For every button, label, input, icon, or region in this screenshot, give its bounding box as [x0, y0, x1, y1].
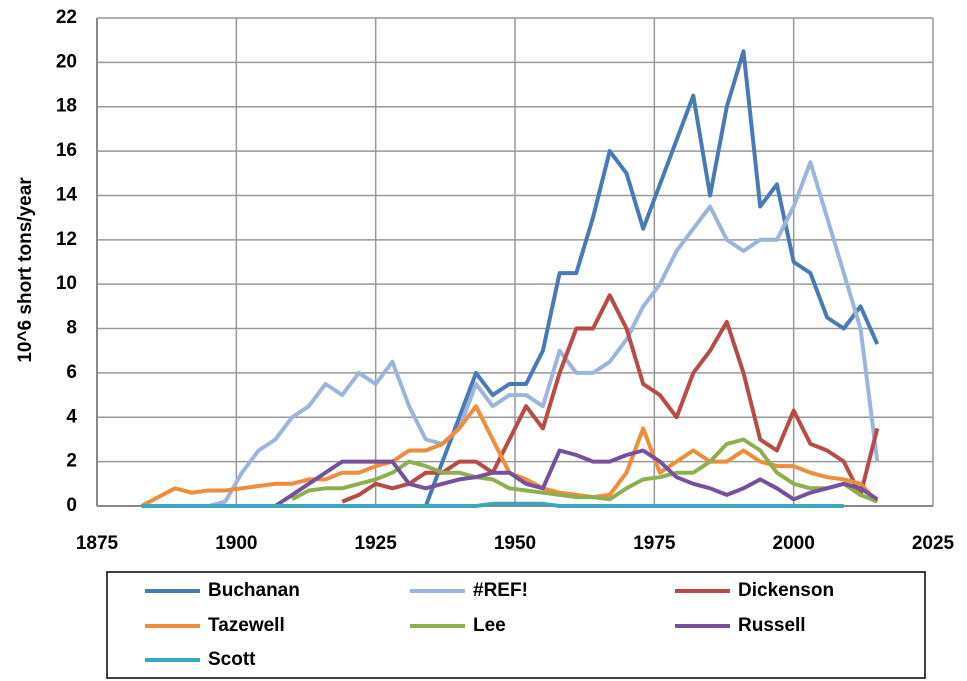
- legend-label: Lee: [473, 615, 506, 636]
- series-line: [141, 501, 844, 508]
- series-line: [341, 293, 880, 504]
- legend-label: Buchanan: [208, 580, 300, 601]
- legend-box: [106, 571, 926, 679]
- x-tick-label: 2000: [773, 533, 815, 554]
- y-tick-label: 12: [56, 229, 77, 250]
- y-tick-label: 4: [66, 406, 77, 427]
- y-tick-label: 16: [56, 140, 77, 161]
- y-tick-label: 14: [56, 184, 78, 205]
- y-tick-label: 6: [66, 362, 77, 383]
- legend-label: #REF!: [473, 580, 528, 601]
- x-tick-label: 1950: [494, 533, 536, 554]
- series-line: [291, 437, 879, 504]
- legend-label: Russell: [738, 615, 806, 636]
- x-tick-label: 1900: [215, 533, 257, 554]
- legend-label: Dickenson: [738, 580, 834, 601]
- x-tick-label: 2025: [912, 533, 955, 554]
- series-line: [207, 160, 880, 508]
- series-line: [423, 49, 880, 507]
- y-axis-label: 10^6 short tons/year: [15, 177, 36, 363]
- legend-label: Tazewell: [208, 615, 285, 636]
- x-tick-label: 1925: [355, 533, 398, 554]
- series-line: [274, 448, 879, 508]
- y-tick-label: 10: [56, 273, 77, 294]
- legend-label: Scott: [208, 649, 256, 670]
- y-tick-label: 18: [56, 96, 77, 117]
- x-tick-label: 1875: [76, 533, 119, 554]
- y-tick-label: 2: [66, 451, 77, 472]
- y-tick-label: 0: [66, 495, 77, 516]
- y-tick-label: 20: [56, 51, 77, 72]
- y-tick-label: 8: [66, 318, 77, 339]
- y-tick-label: 22: [56, 7, 77, 28]
- x-tick-label: 1975: [633, 533, 676, 554]
